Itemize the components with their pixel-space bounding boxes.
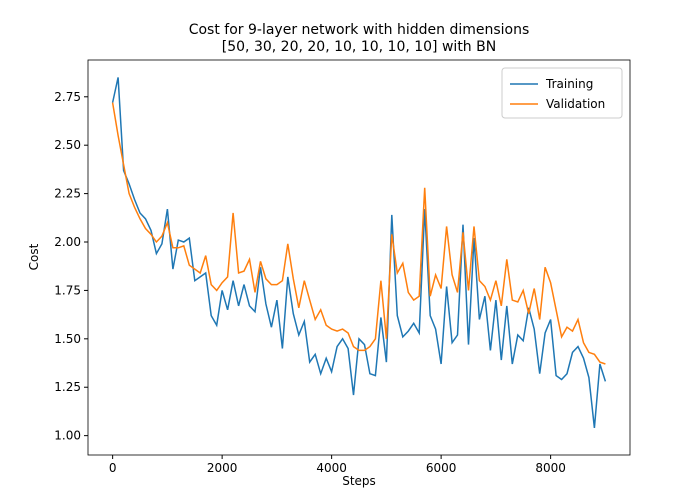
legend-label: Validation: [546, 97, 605, 111]
y-tick-label: 2.25: [54, 187, 81, 201]
y-tick-label: 1.00: [54, 429, 81, 443]
chart-title: [50, 30, 20, 20, 10, 10, 10, 10] with BN: [222, 39, 496, 55]
y-tick-label: 1.75: [54, 283, 81, 297]
x-tick-label: 4000: [316, 461, 347, 475]
line-series: [111, 77, 607, 428]
x-axis-label: Steps: [342, 474, 376, 488]
legend-box: [501, 67, 623, 119]
y-tick-label: 2.50: [54, 138, 81, 152]
x-tick-label: 2000: [207, 461, 238, 475]
legend-label: Training: [545, 77, 593, 91]
x-tick-label: 8000: [535, 461, 566, 475]
y-tick-label: 1.50: [54, 332, 81, 346]
y-tick-label: 2.75: [54, 90, 81, 104]
y-tick-label: 1.25: [54, 380, 81, 394]
x-tick-label: 0: [109, 461, 117, 475]
plot-frame: [87, 59, 631, 456]
line-series: [111, 102, 606, 365]
chart-title: Cost for 9-layer network with hidden dim…: [189, 22, 530, 38]
x-tick-label: 6000: [426, 461, 457, 475]
y-tick-label: 2.00: [54, 235, 81, 249]
y-axis-label: Cost: [27, 243, 41, 270]
